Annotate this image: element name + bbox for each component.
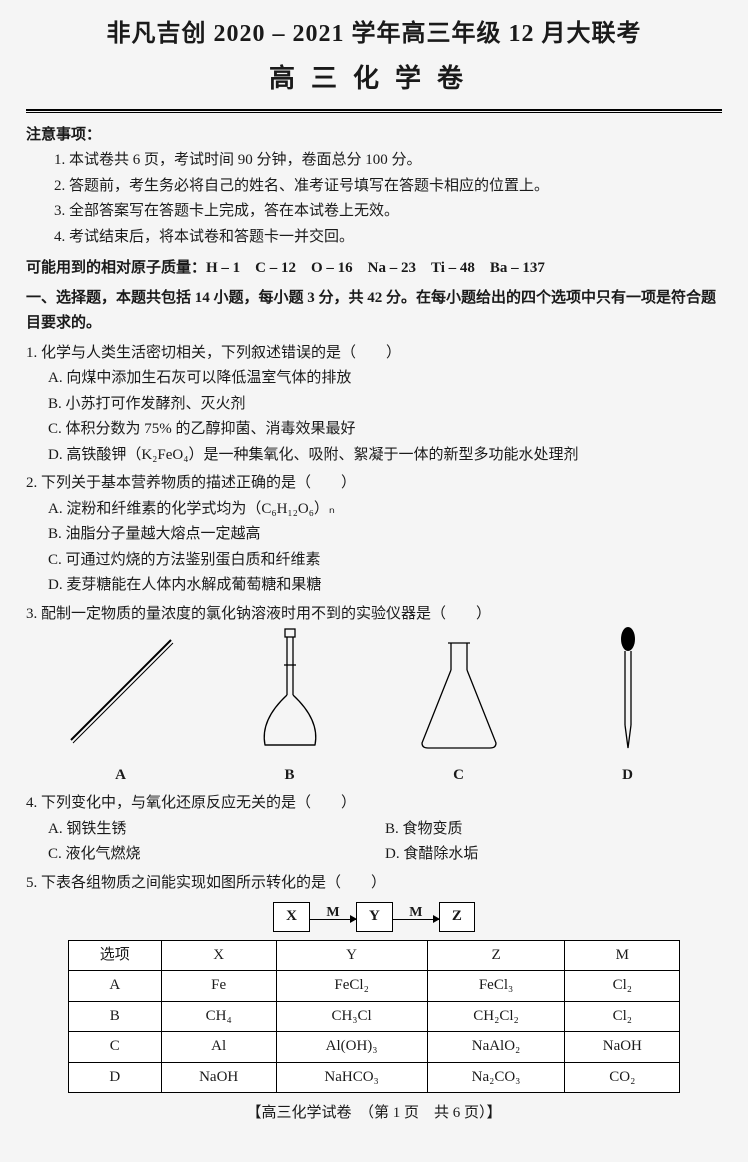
exam-title-main: 非凡吉创 2020 – 2021 学年高三年级 12 月大联考 — [26, 14, 722, 55]
cell: NaAlO₂ — [427, 1032, 565, 1063]
question-3: 3. 配制一定物质的量浓度的氯化钠溶液时用不到的实验仪器是（ ） A B — [26, 602, 722, 789]
notice-item: 4. 考试结束后，将本试卷和答题卡一并交回。 — [54, 225, 722, 251]
th-z: Z — [427, 940, 565, 971]
q4-option-b: B. 食物变质 — [385, 817, 722, 843]
flow-arrow-2: M — [393, 905, 439, 929]
th-option: 选项 — [68, 940, 161, 971]
th-y: Y — [276, 940, 427, 971]
conical-flask-icon — [404, 625, 514, 755]
apparatus-label-b: B — [284, 763, 294, 789]
notice-item: 1. 本试卷共 6 页，考试时间 90 分钟，卷面总分 100 分。 — [54, 148, 722, 174]
q4-option-a: A. 钢铁生锈 — [48, 817, 385, 843]
q5-table: 选项 X Y Z M A Fe FeCl₂ FeCl₃ Cl₂ B CH₄ CH… — [68, 940, 680, 1094]
q3-stem: 3. 配制一定物质的量浓度的氯化钠溶液时用不到的实验仪器是（ ） — [26, 602, 722, 628]
cell: FeCl₂ — [276, 971, 427, 1002]
q4-stem: 4. 下列变化中，与氧化还原反应无关的是（ ） — [26, 791, 722, 817]
notice-item: 2. 答题前，考生务必将自己的姓名、准考证号填写在答题卡相应的位置上。 — [54, 174, 722, 200]
apparatus-label-d: D — [622, 763, 633, 789]
volumetric-flask-icon — [245, 625, 335, 755]
apparatus-row: A B C — [36, 633, 712, 788]
dropper-icon — [603, 625, 653, 755]
question-2: 2. 下列关于基本营养物质的描述正确的是（ ） A. 淀粉和纤维素的化学式均为（… — [26, 471, 722, 599]
q4-option-c: C. 液化气燃烧 — [48, 842, 385, 868]
th-x: X — [161, 940, 276, 971]
q2-option-b: B. 油脂分子量越大熔点一定越高 — [48, 522, 722, 548]
q1-stem: 1. 化学与人类生活密切相关，下列叙述错误的是（ ） — [26, 341, 722, 367]
flow-box-x: X — [273, 902, 310, 932]
question-1: 1. 化学与人类生活密切相关，下列叙述错误的是（ ） A. 向煤中添加生石灰可以… — [26, 341, 722, 469]
cell: CH₃Cl — [276, 1001, 427, 1032]
cell: A — [68, 971, 161, 1002]
table-row: B CH₄ CH₃Cl CH₂Cl₂ Cl₂ — [68, 1001, 679, 1032]
flow-diagram: X M Y M Z — [26, 902, 722, 932]
cell: CH₂Cl₂ — [427, 1001, 565, 1032]
cell: Al(OH)₃ — [276, 1032, 427, 1063]
cell: Al — [161, 1032, 276, 1063]
notice-item: 3. 全部答案写在答题卡上完成，答在本试卷上无效。 — [54, 199, 722, 225]
q2-option-d: D. 麦芽糖能在人体内水解成葡萄糖和果糖 — [48, 573, 722, 599]
q1-option-a: A. 向煤中添加生石灰可以降低温室气体的排放 — [48, 366, 722, 392]
table-row: C Al Al(OH)₃ NaAlO₂ NaOH — [68, 1032, 679, 1063]
notice-header: 注意事项： — [26, 123, 722, 149]
q5-stem: 5. 下表各组物质之间能实现如图所示转化的是（ ） — [26, 871, 722, 897]
q2-option-c: C. 可通过灼烧的方法鉴别蛋白质和纤维素 — [48, 548, 722, 574]
apparatus-label-c: C — [453, 763, 464, 789]
section-one-header: 一、选择题，本题共包括 14 小题，每小题 3 分，共 42 分。在每小题给出的… — [26, 286, 722, 337]
table-row: A Fe FeCl₂ FeCl₃ Cl₂ — [68, 971, 679, 1002]
page-footer: 【高三化学试卷 （第 1 页 共 6 页）】 — [26, 1101, 722, 1127]
question-4: 4. 下列变化中，与氧化还原反应无关的是（ ） A. 钢铁生锈 B. 食物变质 … — [26, 791, 722, 868]
q2-option-a: A. 淀粉和纤维素的化学式均为（C₆H₁₂O₆）ₙ — [48, 497, 722, 523]
cell: NaHCO₃ — [276, 1062, 427, 1093]
q1-option-d: D. 高铁酸钾（K₂FeO₄）是一种集氧化、吸附、絮凝于一体的新型多功能水处理剂 — [48, 443, 722, 469]
question-5: 5. 下表各组物质之间能实现如图所示转化的是（ ） X M Y M Z 选项 X… — [26, 871, 722, 1094]
flow-arrow-1: M — [310, 905, 356, 929]
cell: NaOH — [161, 1062, 276, 1093]
atomic-label: 可能用到的相对原子质量： — [26, 260, 206, 276]
cell: CH₄ — [161, 1001, 276, 1032]
cell: Cl₂ — [565, 1001, 680, 1032]
atomic-masses: 可能用到的相对原子质量：H – 1 C – 12 O – 16 Na – 23 … — [26, 256, 722, 282]
glass-rod-icon — [56, 625, 186, 755]
th-m: M — [565, 940, 680, 971]
cell: Fe — [161, 971, 276, 1002]
notice-list: 1. 本试卷共 6 页，考试时间 90 分钟，卷面总分 100 分。 2. 答题… — [26, 148, 722, 250]
apparatus-b: B — [215, 625, 365, 789]
cell: FeCl₃ — [427, 971, 565, 1002]
cell: C — [68, 1032, 161, 1063]
apparatus-d: D — [553, 625, 703, 789]
q4-option-d: D. 食醋除水垢 — [385, 842, 722, 868]
atomic-values: H – 1 C – 12 O – 16 Na – 23 Ti – 48 Ba –… — [206, 260, 545, 276]
flow-box-y: Y — [356, 902, 393, 932]
cell: Na₂CO₃ — [427, 1062, 565, 1093]
cell: Cl₂ — [565, 971, 680, 1002]
table-header-row: 选项 X Y Z M — [68, 940, 679, 971]
q1-option-b: B. 小苏打可作发酵剂、灭火剂 — [48, 392, 722, 418]
cell: B — [68, 1001, 161, 1032]
cell: NaOH — [565, 1032, 680, 1063]
apparatus-c: C — [384, 625, 534, 789]
cell: D — [68, 1062, 161, 1093]
q2-stem: 2. 下列关于基本营养物质的描述正确的是（ ） — [26, 471, 722, 497]
flow-box-z: Z — [439, 902, 475, 932]
exam-title-sub: 高三化学卷 — [26, 57, 722, 101]
apparatus-label-a: A — [115, 763, 126, 789]
apparatus-a: A — [46, 625, 196, 789]
table-row: D NaOH NaHCO₃ Na₂CO₃ CO₂ — [68, 1062, 679, 1093]
divider — [26, 109, 722, 113]
q1-option-c: C. 体积分数为 75% 的乙醇抑菌、消毒效果最好 — [48, 417, 722, 443]
cell: CO₂ — [565, 1062, 680, 1093]
